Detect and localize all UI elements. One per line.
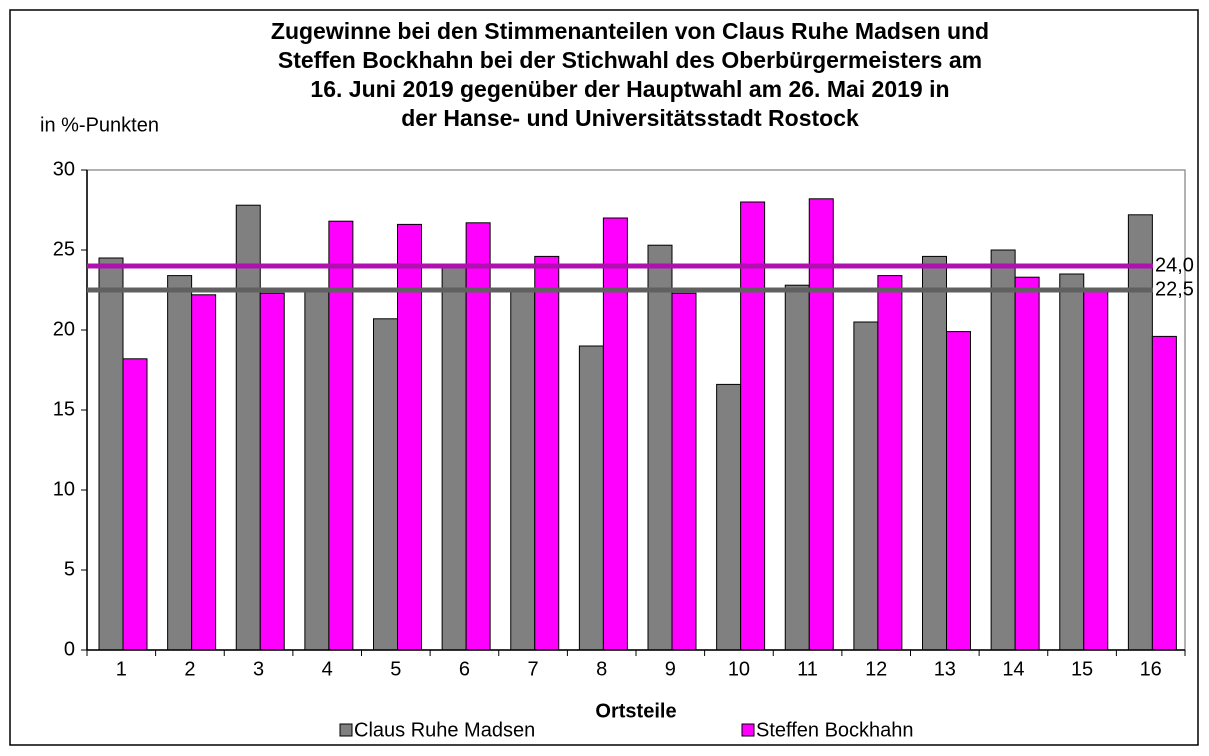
- reference-label: 22,5: [1155, 278, 1194, 300]
- x-tick-label: 11: [797, 658, 818, 680]
- bar: [373, 318, 398, 651]
- x-tick-label: 1: [116, 658, 127, 680]
- bar: [647, 244, 673, 651]
- y-tick-label: 20: [53, 318, 75, 340]
- y-tick-label: 25: [53, 238, 75, 260]
- x-tick-label: 16: [1140, 658, 1162, 680]
- bar: [98, 257, 124, 651]
- x-tick-label: 15: [1071, 658, 1093, 680]
- legend-label: Steffen Bockhahn: [756, 719, 914, 741]
- bar: [671, 292, 697, 651]
- bar: [1127, 214, 1153, 651]
- reference-label: 24,0: [1155, 254, 1194, 276]
- bar: [259, 292, 285, 651]
- bar: [465, 222, 491, 651]
- x-tick-label: 3: [253, 658, 264, 680]
- chart-title: Steffen Bockhahn bei der Stichwahl des O…: [278, 47, 982, 73]
- chart-title: Zugewinne bei den Stimmenanteilen von Cl…: [271, 18, 989, 44]
- legend-swatch: [339, 723, 353, 737]
- chart-title: 16. Juni 2019 gegenüber der Hauptwahl am…: [310, 76, 949, 102]
- bar: [191, 294, 217, 651]
- bar: [922, 255, 947, 651]
- bar: [784, 284, 810, 651]
- bar: [1083, 289, 1109, 651]
- bar: [853, 321, 879, 651]
- bar: [328, 220, 354, 651]
- legend-swatch: [741, 723, 755, 737]
- chart-title: der Hanse- und Universitätsstadt Rostock: [401, 105, 859, 131]
- y-tick-label: 5: [64, 558, 75, 580]
- x-tick-label: 7: [528, 658, 539, 680]
- y-tick-label: 10: [53, 478, 75, 500]
- y-axis-label: in %-Punkten: [40, 114, 159, 136]
- x-tick-label: 9: [665, 658, 676, 680]
- y-tick-label: 0: [64, 638, 75, 660]
- x-tick-label: 2: [184, 658, 195, 680]
- x-tick-label: 8: [596, 658, 607, 680]
- bar: [235, 204, 261, 651]
- bar: [990, 249, 1016, 651]
- bar: [122, 358, 148, 651]
- bar: [716, 383, 742, 651]
- y-tick-label: 15: [53, 398, 75, 420]
- x-tick-label: 4: [322, 658, 333, 680]
- bar: [578, 345, 604, 651]
- bar: [808, 198, 834, 651]
- x-tick-label: 6: [459, 658, 470, 680]
- x-tick-label: 10: [728, 658, 750, 680]
- x-tick-label: 5: [390, 658, 401, 680]
- bar: [441, 265, 467, 651]
- bar: [510, 287, 536, 651]
- bar: [602, 217, 628, 651]
- y-tick-label: 30: [53, 158, 75, 180]
- bar: [304, 287, 330, 651]
- bar: [946, 331, 971, 651]
- bar: [397, 223, 422, 651]
- bar: [1059, 273, 1085, 651]
- bar: [740, 201, 766, 651]
- bar: [877, 275, 903, 651]
- x-axis-label: Ortsteile: [595, 700, 676, 722]
- x-tick-label: 13: [934, 658, 956, 680]
- bar: [1151, 335, 1177, 651]
- x-tick-label: 14: [1002, 658, 1024, 680]
- bar: [534, 255, 560, 651]
- x-tick-label: 12: [865, 658, 887, 680]
- legend-label: Claus Ruhe Madsen: [354, 719, 535, 741]
- bar: [167, 275, 193, 651]
- bar: [1014, 276, 1040, 651]
